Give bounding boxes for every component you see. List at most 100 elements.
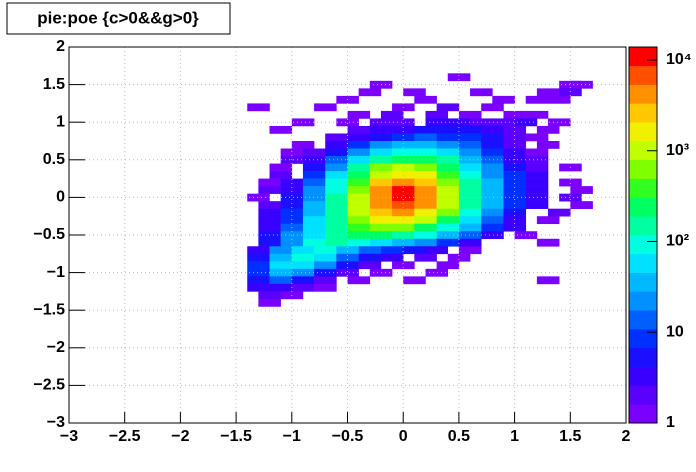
heat-cell [414,223,437,232]
heat-cell [347,208,371,217]
heat-cell [247,253,270,262]
heat-cell [369,208,393,217]
heat-cell [291,276,315,285]
heat-cell [436,171,460,179]
heat-cell [392,208,415,217]
heat-cell [347,186,371,194]
heat-cell [458,171,482,179]
heat-cell [325,201,348,209]
heat-cell [347,156,371,164]
heat-cell [369,216,393,225]
heat-cell [258,216,281,225]
y-tick-label: −3 [47,414,65,431]
heat-cell [302,178,326,187]
heat-cell [258,238,281,247]
heat-cell [436,201,460,209]
heat-cell [392,141,415,149]
heat-cell [458,246,482,255]
heat-cell [269,261,293,270]
heat-cell [425,118,449,127]
colorbar-swatch [629,197,657,217]
heat-cell [458,223,482,232]
heat-cell [525,95,549,104]
heat-cell [347,276,371,285]
heat-cell [536,216,560,225]
heat-cell [503,110,527,119]
colorbar-swatch [629,84,657,104]
heat-cell [525,178,549,187]
heat-cell [258,298,281,307]
heat-cell [481,133,504,142]
heat-cell [325,223,348,232]
heat-cell [392,201,415,209]
heat-cell [503,125,527,134]
x-tick-label: 0.5 [448,428,470,445]
chart-title: pie:poe {c>0&&g>0} [37,8,199,27]
colorbar-swatch [629,385,657,405]
heat-cell [436,186,460,194]
heat-cell [458,148,482,157]
heat-cell [380,246,404,255]
heat-cell [481,223,504,232]
heat-cell [414,208,437,217]
heat-cell [525,201,549,209]
heat-cell [258,223,281,232]
y-tick-label: −2 [47,339,65,356]
heat-cell [414,148,437,157]
x-tick-label: −1.5 [220,428,252,445]
heat-cell [481,186,504,194]
heat-cell [503,208,527,217]
heat-cell [291,141,315,149]
heat-cell [536,125,560,134]
heat-cell [347,178,371,187]
heat-cell [414,178,437,187]
heat-cell [280,178,304,187]
heat-cell [481,125,504,134]
heat-cell [247,246,270,255]
heat-cell [536,276,560,285]
heat-cell [425,246,449,255]
heat-cell [436,238,460,247]
heat-cell [436,148,460,157]
x-tick-label: −2 [171,428,189,445]
heat-cell [458,163,482,172]
heat-cell [325,178,348,187]
heat-cell [436,208,460,217]
heat-cell [247,276,270,285]
heat-cell [481,171,504,179]
heat-cell [269,125,293,134]
heat-cell [458,238,482,247]
heat-cell [525,163,549,172]
heat-cell [436,231,460,240]
z-tick-label: 10² [666,233,689,250]
plot-frame [68,46,627,424]
heat-cell [280,208,304,217]
heat-cell [481,148,504,157]
heat-cell [291,246,315,255]
heat-cell [392,186,415,194]
y-tick-label: 1 [56,113,65,130]
heat-cell [325,163,348,172]
heat-cell [503,216,527,225]
heat-cell [481,231,504,240]
heat-cell [458,201,482,209]
heat-cell [447,118,471,127]
heat-cell [347,110,371,119]
heat-cell [548,118,571,127]
x-tick-label: −1 [283,428,301,445]
heat-cell [302,193,326,202]
heat-cell [559,88,582,97]
heat-cell [414,238,437,247]
x-tick-label: 1 [510,428,519,445]
heat-cell [347,223,371,232]
heat-cell [481,216,504,225]
heat-cell [369,186,393,194]
heat-cell [525,171,549,179]
heat-cell [525,110,549,119]
heat-cell [302,216,326,225]
y-tick-label: −1.5 [33,301,65,318]
heat-cell [481,163,504,172]
colorbar-swatch [629,159,657,179]
heat-cell [247,268,270,277]
